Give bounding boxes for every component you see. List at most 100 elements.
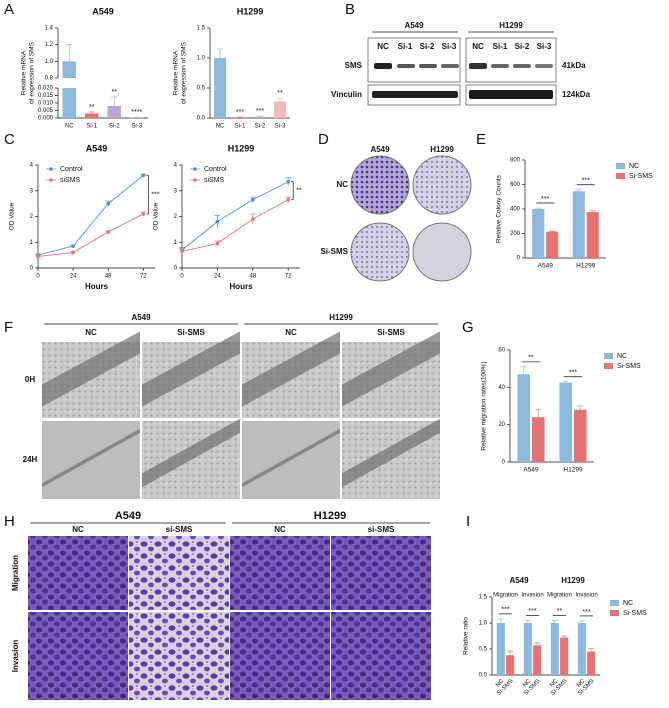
y-tick-label: 4 — [30, 163, 34, 169]
transwell-column: NC — [72, 525, 84, 534]
bar — [214, 58, 226, 118]
blot-size: 41kDa — [562, 61, 586, 70]
band — [374, 63, 392, 69]
legend-label: NC — [629, 163, 639, 170]
bar — [234, 117, 246, 118]
x-tick-label: 0 — [36, 274, 40, 280]
y-tick-label: 800 — [510, 158, 521, 164]
scratch-row: 0H — [25, 375, 35, 384]
x-axis-label: Hours — [85, 282, 109, 291]
y-tick-label: 4 — [174, 163, 178, 169]
transwell-image — [129, 536, 229, 610]
point — [106, 230, 110, 234]
x-axis-label: Hours — [229, 282, 253, 291]
significance: *** — [528, 608, 536, 615]
y-axis-label: of expression of SMS — [29, 41, 36, 103]
x-tick-label: 0 — [180, 274, 184, 280]
x-tick-label: 72 — [285, 274, 292, 280]
lane-label: Si-1 — [398, 42, 413, 51]
bar — [62, 61, 76, 118]
colony-plate — [350, 222, 410, 282]
y-tick-label: 0.010 — [38, 101, 54, 107]
x-tick-label: Si-2 — [255, 124, 266, 130]
significance: ** — [528, 355, 534, 362]
bar — [107, 106, 121, 118]
x-tick-label: A549 — [523, 467, 539, 474]
y-tick-label: 0 — [517, 256, 521, 262]
bar — [532, 209, 545, 258]
y-axis-label: OD Value — [9, 202, 16, 230]
legend-swatch — [610, 600, 619, 606]
y-tick-label: 1.0 — [479, 621, 488, 627]
y-tick-label: 1.4 — [45, 26, 54, 32]
significance: *** — [151, 191, 159, 198]
significance: ** — [277, 90, 283, 97]
chart-title: A549 — [86, 143, 108, 153]
colony-plate — [350, 155, 410, 215]
scratch-gap — [42, 428, 140, 488]
blot-group: A549 — [404, 21, 424, 30]
panel-label: B — [345, 1, 355, 18]
y-tick-label: 0.0 — [479, 673, 488, 679]
x-tick-label: Si-3 — [275, 124, 286, 130]
panel-label: H — [4, 513, 15, 530]
y-tick-label: 40 — [498, 385, 505, 391]
lane-label: Si-2 — [420, 42, 435, 51]
y-axis-label: Relative mRNA — [173, 50, 180, 95]
bar — [577, 623, 586, 675]
x-tick-label: NC — [495, 678, 506, 689]
y-tick-label: 1 — [174, 240, 178, 246]
significance: ** — [296, 188, 302, 195]
transwell-image — [230, 612, 330, 700]
scratch-gap — [42, 331, 140, 407]
x-tick-label: H1299 — [576, 263, 596, 270]
significance: *** — [582, 178, 590, 185]
transwell-column: NC — [274, 525, 286, 534]
transwell-image — [230, 536, 330, 610]
band — [469, 90, 553, 99]
legend-marker — [193, 167, 197, 171]
transwell-image — [28, 536, 128, 610]
transwell-image — [331, 536, 431, 610]
y-tick-label: 0 — [502, 460, 506, 466]
bar — [517, 374, 531, 462]
series-line — [37, 213, 144, 257]
bar — [506, 655, 515, 675]
point — [71, 244, 75, 248]
blot-row: SMS — [345, 61, 363, 70]
x-tick-label: Si-3 — [131, 124, 142, 130]
x-tick-label: 24 — [70, 274, 77, 280]
significance: *** — [569, 370, 577, 377]
y-axis-label: Relative ratio — [463, 617, 470, 655]
x-tick-label: 48 — [249, 274, 256, 280]
y-axis-label: OD Value — [153, 202, 160, 230]
scratch-gap — [342, 418, 440, 488]
panel-label: C — [4, 131, 15, 148]
y-tick-label: 400 — [510, 207, 521, 213]
group-label: H1299 — [561, 576, 585, 585]
x-tick-label: NC — [549, 678, 560, 689]
legend-swatch — [616, 163, 625, 169]
panel-label: F — [4, 319, 13, 336]
y-tick-label: 1.0 — [197, 56, 206, 62]
panel-label: I — [466, 513, 470, 530]
category-label: Invasion — [575, 593, 597, 599]
bar — [254, 116, 266, 118]
x-tick-label: 48 — [105, 274, 112, 280]
bar — [559, 382, 573, 462]
scratch-column: Si-SMS — [177, 328, 205, 337]
y-tick-label: 0.000 — [38, 116, 54, 122]
point — [106, 201, 110, 206]
panel-label: D — [318, 131, 329, 148]
y-tick-label: 0.8 — [45, 76, 54, 82]
scratch-column: NC — [285, 328, 297, 337]
significance: *** — [256, 108, 264, 115]
x-tick-label: NC — [576, 678, 587, 689]
significance: *** — [582, 609, 590, 616]
bar — [274, 101, 286, 118]
transwell-image — [331, 612, 431, 700]
significance: *** — [541, 196, 549, 203]
band — [419, 64, 437, 68]
scratch-group: A549 — [131, 313, 151, 322]
blot-box — [367, 37, 461, 83]
